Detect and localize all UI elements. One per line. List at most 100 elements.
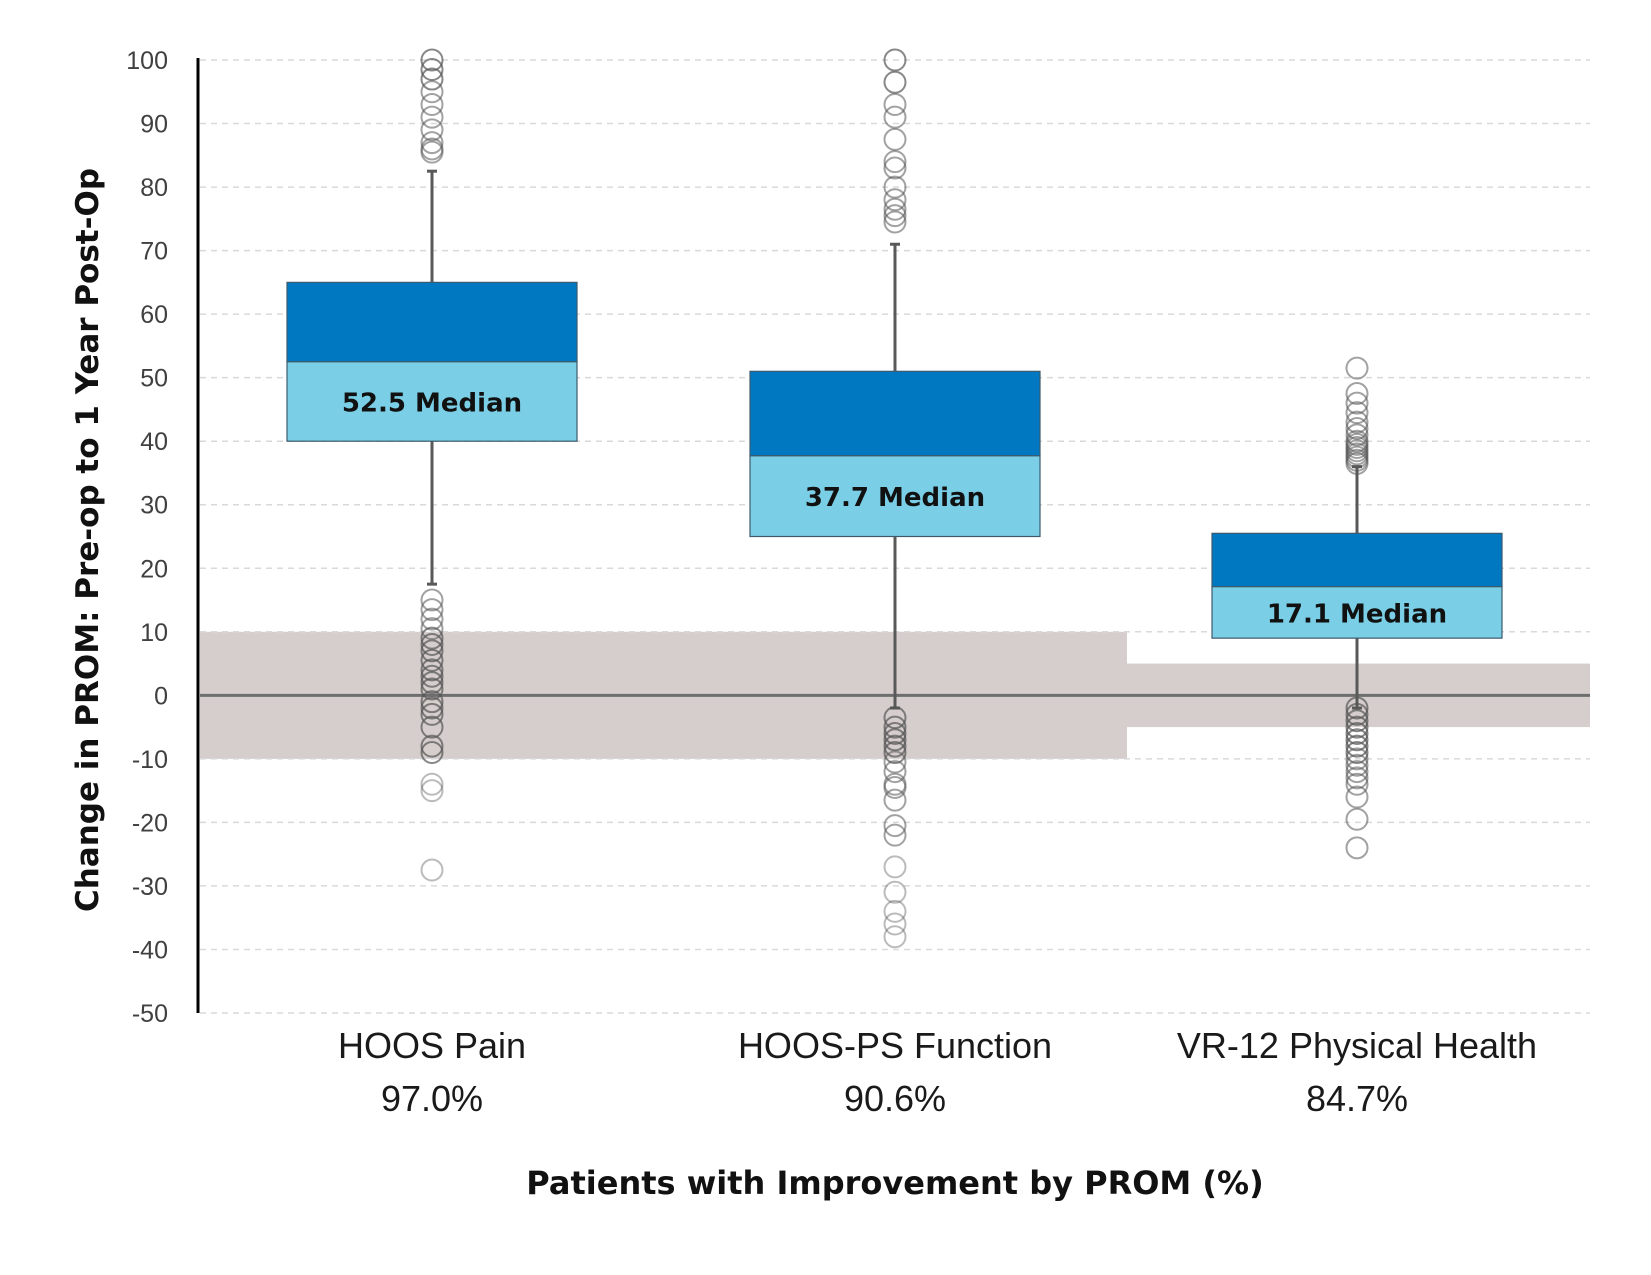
outlier-point [420, 715, 444, 739]
y-tick-label: 10 [140, 619, 168, 647]
outlier-point [883, 127, 907, 151]
outlier-point [420, 67, 444, 91]
median-label: 52.5 Median [342, 388, 522, 418]
category-name: HOOS-PS Function [738, 1025, 1052, 1066]
boxes: 52.5 Median 37.7 Median 17.1 Median [286, 281, 1503, 639]
outlier-point [420, 617, 444, 641]
outlier-point [1345, 760, 1369, 784]
outlier-point [1345, 721, 1369, 745]
outlier-point [420, 588, 444, 612]
outlier-point [420, 598, 444, 622]
y-tick-label: -50 [132, 1000, 168, 1028]
y-tick-label: 60 [140, 301, 168, 329]
outlier-point [1345, 807, 1369, 831]
box-upper-quartile [1211, 532, 1503, 588]
outlier-point [1345, 741, 1369, 765]
outlier-point [420, 671, 444, 695]
outlier-point [420, 658, 444, 682]
outlier-point [883, 912, 907, 936]
y-tick-label: 80 [140, 174, 168, 202]
median-label: 37.7 Median [805, 483, 985, 513]
outlier-point [883, 750, 907, 774]
x-category-labels: HOOS Pain 97.0% HOOS-PS Function 90.6% VR-12… [338, 1025, 1537, 1119]
outlier-point [420, 702, 444, 726]
outlier-point [420, 677, 444, 701]
outlier-point [883, 715, 907, 739]
outliers [420, 48, 1369, 949]
y-axis-label: Change in PROM: Pre-op to 1 Year Post-Op [70, 168, 106, 912]
outlier-point [420, 734, 444, 758]
outlier-point [1345, 423, 1369, 447]
median-label: 17.1 Median [1267, 599, 1447, 629]
outlier-point [1345, 715, 1369, 739]
outlier-point [1345, 836, 1369, 860]
outlier-point [883, 734, 907, 758]
outlier-point [420, 118, 444, 142]
box-upper-quartile [286, 281, 578, 363]
y-tick-label: -40 [132, 936, 168, 964]
x-axis-label: Patients with Improvement by PROM (%) [526, 1164, 1263, 1202]
outlier-point [420, 696, 444, 720]
y-tick-label: -30 [132, 873, 168, 901]
outlier-point [883, 204, 907, 228]
outlier-point [1345, 709, 1369, 733]
outlier-point [420, 858, 444, 882]
box-upper-quartile [749, 370, 1041, 457]
outlier-point [420, 626, 444, 650]
outlier-point [883, 823, 907, 847]
outlier-point [883, 706, 907, 730]
outlier-point [1345, 766, 1369, 790]
box-lower-quartile [1211, 586, 1503, 639]
outlier-point [1345, 451, 1369, 475]
box-lower-quartile [749, 455, 1041, 538]
outlier-point [883, 210, 907, 234]
outlier-point [1345, 696, 1369, 720]
outlier-point [1345, 391, 1369, 415]
outlier-point [883, 925, 907, 949]
outlier-point [1345, 747, 1369, 771]
outlier-point [420, 58, 444, 82]
outlier-point [1345, 728, 1369, 752]
outlier-point [420, 639, 444, 663]
outlier-point [1345, 401, 1369, 425]
y-tick-label: 30 [140, 492, 168, 520]
outlier-point [883, 855, 907, 879]
outlier-point [883, 188, 907, 212]
outlier-point [420, 140, 444, 164]
category-percent: 84.7% [1306, 1078, 1408, 1119]
category-percent: 97.0% [381, 1078, 483, 1119]
outlier-point [420, 772, 444, 796]
outlier-point [420, 690, 444, 714]
outlier-point [883, 899, 907, 923]
y-tick-label: 90 [140, 111, 168, 139]
outlier-point [1345, 772, 1369, 796]
y-tick-label: 20 [140, 555, 168, 583]
category-name: HOOS Pain [338, 1025, 526, 1066]
outlier-point [883, 721, 907, 745]
outlier-point [883, 92, 907, 116]
outlier-point [1345, 382, 1369, 406]
y-tick-label: 100 [126, 47, 168, 75]
outlier-point [1345, 734, 1369, 758]
outlier-point [1345, 416, 1369, 440]
outlier-point [1345, 785, 1369, 809]
outlier-point [883, 880, 907, 904]
outlier-point [420, 48, 444, 72]
y-tick-label: 40 [140, 428, 168, 456]
outlier-point [420, 80, 444, 104]
outlier-point [883, 175, 907, 199]
y-tick-label: 50 [140, 365, 168, 393]
outlier-point [883, 728, 907, 752]
category-percent: 90.6% [844, 1078, 946, 1119]
outlier-point [1345, 356, 1369, 380]
outlier-point [1345, 702, 1369, 726]
outlier-point [883, 197, 907, 221]
y-tick-label: -10 [132, 746, 168, 774]
outlier-point [883, 760, 907, 784]
category-name: VR-12 Physical Health [1177, 1025, 1537, 1066]
outlier-point [420, 648, 444, 672]
y-tick-label: 70 [140, 238, 168, 266]
outlier-point [420, 664, 444, 688]
outlier-point [420, 741, 444, 765]
